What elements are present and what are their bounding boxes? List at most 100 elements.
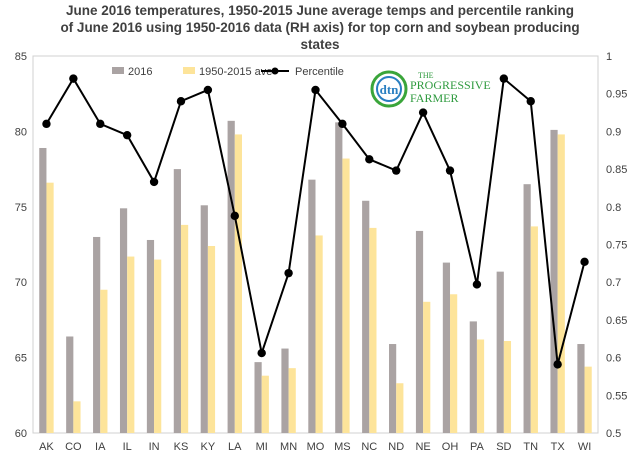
percentile-point-co bbox=[69, 74, 78, 83]
percentile-point-nd bbox=[392, 166, 401, 175]
y-left-tick-label: 60 bbox=[15, 428, 27, 440]
bar-ave-ne bbox=[423, 301, 431, 433]
x-tick-label-ne: NE bbox=[415, 441, 430, 453]
bar-ave-tn bbox=[530, 226, 538, 433]
legend-marker bbox=[271, 67, 279, 75]
bar-2016-nd bbox=[389, 344, 397, 433]
y-axis-left: 60 65 70 75 80 85 bbox=[15, 51, 27, 440]
percentile-point-ks bbox=[176, 97, 186, 106]
x-tick-label-oh: OH bbox=[442, 441, 459, 453]
percentile-point-ak bbox=[42, 119, 51, 129]
percentile-point-nc bbox=[365, 155, 374, 164]
logo-the-text: THE bbox=[418, 71, 434, 80]
y-right-tick-label: 0.8 bbox=[606, 202, 621, 214]
bar-2016-tn bbox=[523, 184, 531, 433]
legend-label: 2016 bbox=[128, 66, 152, 78]
chart-title-line: of June 2016 using 1950-2016 data (RH ax… bbox=[60, 20, 579, 35]
bar-ave-ky bbox=[207, 246, 216, 433]
bar-2016-oh bbox=[442, 262, 451, 433]
x-tick-label-mn: MN bbox=[280, 441, 297, 453]
y-left-tick-label: 75 bbox=[15, 202, 27, 214]
chart-title-line: June 2016 temperatures, 1950-2015 June a… bbox=[66, 3, 574, 18]
legend-label: 1950-2015 ave bbox=[199, 66, 272, 78]
x-tick-label-pa: PA bbox=[470, 441, 485, 453]
legend-swatch-1 bbox=[183, 67, 195, 74]
bar-ave-nd bbox=[396, 383, 404, 433]
percentile-point-pa bbox=[472, 280, 482, 289]
bar-2016-ia bbox=[93, 236, 101, 433]
dtn-logo-inner-circle bbox=[376, 76, 402, 102]
bar-2016-in bbox=[146, 239, 155, 433]
percentile-point-mn bbox=[284, 268, 293, 278]
y-right-tick-label: 0.55 bbox=[606, 390, 627, 402]
bar-2016-co bbox=[66, 336, 74, 433]
y-right-tick-label: 0.5 bbox=[606, 428, 621, 440]
bar-2016-tx bbox=[550, 129, 558, 433]
y-right-tick-label: 0.7 bbox=[606, 277, 621, 289]
y-right-tick-label: 0.75 bbox=[606, 240, 627, 252]
percentile-point-wi bbox=[580, 257, 589, 267]
x-tick-label-nd: ND bbox=[388, 441, 404, 453]
bar-ave-mi bbox=[261, 375, 269, 433]
legend-swatch-0 bbox=[112, 67, 124, 74]
x-tick-label-wi: WI bbox=[578, 441, 591, 453]
logo-farmer-text: FARMER bbox=[410, 91, 458, 105]
legend-label: Percentile bbox=[295, 66, 344, 78]
percentile-point-ky bbox=[203, 85, 213, 95]
chart-title: June 2016 temperatures, 1950-2015 June a… bbox=[60, 3, 579, 52]
bar-ave-ia bbox=[100, 289, 108, 433]
y-right-tick-label: 0.65 bbox=[606, 315, 627, 327]
bar-2016-ak bbox=[39, 147, 47, 433]
bar-2016-mo bbox=[308, 179, 316, 433]
bar-ave-pa bbox=[476, 339, 485, 433]
x-tick-label-ky: KY bbox=[201, 441, 216, 453]
x-tick-label-la: LA bbox=[228, 441, 242, 453]
percentile-point-ms bbox=[338, 119, 347, 129]
percentile-point-sd bbox=[499, 74, 509, 83]
percentile-point-la bbox=[230, 211, 239, 221]
x-tick-label-nc: NC bbox=[361, 441, 377, 453]
x-tick-label-tx: TX bbox=[551, 441, 566, 453]
y-right-tick-label: 0.95 bbox=[606, 89, 627, 101]
percentile-line bbox=[42, 74, 589, 369]
y-left-tick-label: 85 bbox=[15, 51, 27, 63]
bar-ave-ks bbox=[180, 224, 189, 433]
x-tick-label-tn: TN bbox=[523, 441, 538, 453]
y-left-tick-label: 70 bbox=[15, 277, 27, 289]
percentile-point-in bbox=[149, 177, 159, 187]
bar-ave-ak bbox=[46, 182, 54, 433]
dtn-logo-text: dtn bbox=[380, 82, 400, 97]
y-left-tick-label: 80 bbox=[15, 126, 27, 138]
dtn-logo-circle bbox=[370, 70, 408, 108]
bar-ave-tx bbox=[557, 134, 565, 433]
bar-2016-mn bbox=[281, 348, 289, 433]
dtn-progressive-farmer-logo: dtn THE PROGRESSIVE FARMER bbox=[370, 70, 491, 108]
x-tick-label-il: IL bbox=[123, 441, 132, 453]
percentile-point-mo bbox=[311, 85, 320, 95]
bar-ave-co bbox=[73, 401, 81, 433]
bar-ave-mo bbox=[315, 235, 323, 433]
y-right-tick-label: 0.6 bbox=[606, 353, 621, 365]
bar-ave-ms bbox=[342, 158, 350, 433]
x-tick-label-co: CO bbox=[65, 441, 82, 453]
bar-ave-oh bbox=[450, 294, 458, 433]
x-tick-label-in: IN bbox=[149, 441, 160, 453]
legend: 2016 1950-2015 ave Percentile bbox=[112, 66, 344, 78]
x-tick-label-sd: SD bbox=[496, 441, 511, 453]
bar-2016-mi bbox=[254, 362, 262, 433]
bar-2016-ks bbox=[173, 169, 181, 433]
y-axis-right: 0.5 0.55 0.6 0.65 0.7 0.75 0.8 0.85 0.9 0.95 1 bbox=[606, 51, 627, 440]
bar-ave-mn bbox=[288, 368, 296, 433]
percentile-point-tx bbox=[553, 360, 562, 369]
bar-2016-ky bbox=[200, 205, 208, 433]
bar-ave-la bbox=[234, 134, 242, 433]
bar-2016-la bbox=[227, 120, 235, 434]
bar-ave-in bbox=[154, 259, 162, 433]
bar-ave-wi bbox=[584, 366, 592, 433]
bar-2016-ms bbox=[335, 122, 343, 434]
bar-ave-sd bbox=[503, 341, 512, 433]
chart-title-line: states bbox=[300, 37, 339, 52]
y-right-tick-label: 1 bbox=[606, 51, 612, 63]
y-right-tick-label: 0.9 bbox=[606, 126, 621, 138]
x-tick-label-mo: MO bbox=[307, 441, 325, 453]
